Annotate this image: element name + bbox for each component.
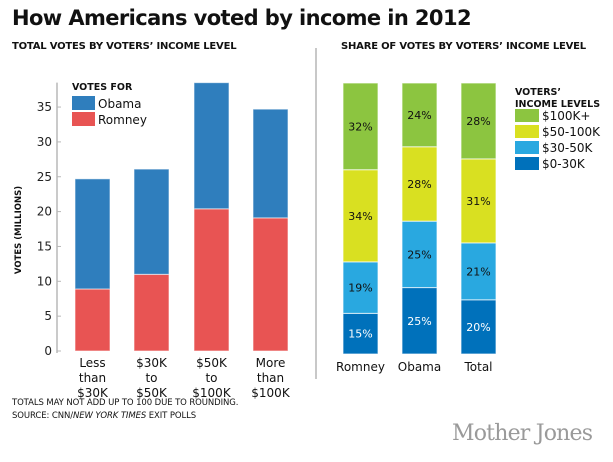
x-category-label: Less xyxy=(79,356,105,370)
legend-label-romney: Romney xyxy=(98,113,147,127)
legend-title: VOTES FOR xyxy=(72,82,133,93)
panel-divider xyxy=(315,48,317,379)
share-data-label: 25% xyxy=(407,315,431,328)
bar-romney xyxy=(133,273,170,352)
share-segment xyxy=(460,82,497,160)
y-tick-label: 35 xyxy=(37,100,52,114)
x-category-label: than xyxy=(257,371,284,385)
share-data-label: 25% xyxy=(407,248,431,261)
bar-romney xyxy=(252,217,289,352)
legend-swatch-obama xyxy=(72,96,95,110)
legend-swatch xyxy=(515,125,539,138)
x-category-label: $100K xyxy=(192,386,232,400)
x-category-label: $30K xyxy=(136,356,168,370)
y-axis-title: VOTES (MILLIONS) xyxy=(14,186,24,274)
share-data-label: 34% xyxy=(348,210,372,223)
bar-obama xyxy=(193,82,230,210)
share-data-label: 15% xyxy=(348,328,372,341)
legend-label-obama: Obama xyxy=(98,97,141,111)
right-chart-subhead: SHARE OF VOTES BY VOTERS’ INCOME LEVEL xyxy=(341,41,586,52)
x-category-label: Obama xyxy=(398,360,441,374)
share-segment xyxy=(460,158,497,244)
legend-label: $50-100K xyxy=(542,125,601,139)
x-category-label: to xyxy=(205,371,217,385)
share-segment xyxy=(342,82,379,171)
legend-swatch xyxy=(515,157,539,170)
y-tick-label: 20 xyxy=(37,205,52,219)
legend-swatch-romney xyxy=(72,112,95,126)
bar-obama xyxy=(74,178,111,290)
y-tick-label: 30 xyxy=(37,135,52,149)
legend-label: $30-50K xyxy=(542,141,594,155)
legend-swatch xyxy=(515,141,539,154)
footnote-rounding: TOTALS MAY NOT ADD UP TO 100 DUE TO ROUN… xyxy=(12,398,239,408)
footnote-source: SOURCE: CNN/NEW YORK TIMES EXIT POLLS xyxy=(12,411,196,421)
y-tick-label: 10 xyxy=(37,274,52,288)
share-segment xyxy=(401,146,438,222)
share-data-label: 20% xyxy=(466,321,490,334)
bar-romney xyxy=(74,288,111,352)
left-chart-subhead: TOTAL VOTES BY VOTERS’ INCOME LEVEL xyxy=(12,41,237,52)
share-segment xyxy=(401,220,438,289)
x-category-label: to xyxy=(145,371,157,385)
legend-title: INCOME LEVELS xyxy=(515,99,600,110)
share-segment xyxy=(460,242,497,301)
y-tick-label: 0 xyxy=(44,344,52,358)
source-italic: NEW YORK TIMES xyxy=(72,411,147,421)
share-segment xyxy=(401,82,438,148)
chart-title: How Americans voted by income in 2012 xyxy=(12,6,472,30)
share-data-label: 31% xyxy=(466,195,490,208)
x-category-label: Romney xyxy=(336,360,385,374)
legend-label: $0-30K xyxy=(542,157,586,171)
y-tick-label: 25 xyxy=(37,170,52,184)
share-segment xyxy=(460,299,497,355)
source-suffix: EXIT POLLS xyxy=(146,411,197,421)
x-category-label: More xyxy=(256,356,286,370)
bar-obama xyxy=(133,168,170,275)
bar-romney xyxy=(193,208,230,352)
share-data-label: 19% xyxy=(348,282,372,295)
share-data-label: 32% xyxy=(348,120,372,133)
legend-title: VOTERS’ xyxy=(515,87,561,98)
bar-obama xyxy=(252,108,289,219)
x-category-label: Total xyxy=(463,360,492,374)
legend-swatch xyxy=(515,109,539,122)
x-category-label: $50K xyxy=(196,356,228,370)
y-tick-label: 5 xyxy=(44,309,52,323)
share-data-label: 28% xyxy=(407,178,431,191)
x-category-label: $100K xyxy=(251,386,291,400)
share-segment xyxy=(401,287,438,355)
x-category-label: $50K xyxy=(136,386,168,400)
share-data-label: 24% xyxy=(407,109,431,122)
x-category-label: $30K xyxy=(77,386,109,400)
share-data-label: 28% xyxy=(466,115,490,128)
source-prefix: SOURCE: CNN/ xyxy=(12,411,73,421)
x-category-label: than xyxy=(79,371,106,385)
legend-label: $100K+ xyxy=(542,109,590,123)
mother-jones-logo: Mother Jones xyxy=(452,421,593,446)
share-data-label: 21% xyxy=(466,265,490,278)
y-tick-label: 15 xyxy=(37,239,52,253)
